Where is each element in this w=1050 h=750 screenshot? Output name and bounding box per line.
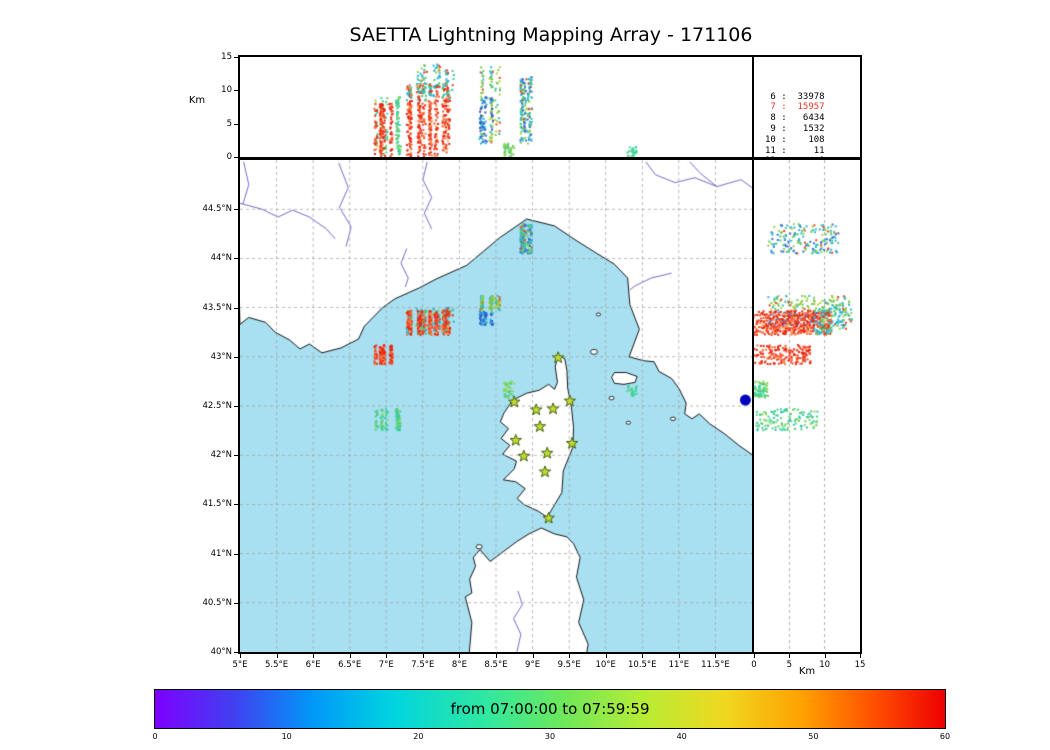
lat-tick-label: 41.5°N bbox=[202, 499, 232, 510]
lon-tick-label: 6°E bbox=[305, 660, 321, 670]
tick-mark bbox=[605, 654, 607, 658]
lat-tick-label: 42°N bbox=[210, 450, 232, 461]
colorbar-tick-label: 60 bbox=[939, 732, 951, 741]
lat-tick-label: 43°N bbox=[210, 351, 232, 362]
lat-tick-label: 43.5°N bbox=[202, 302, 232, 313]
lat-tick-label: 40.5°N bbox=[202, 597, 232, 608]
figure-title: SAETTA Lightning Mapping Array - 171106 bbox=[349, 24, 753, 46]
altitude-tick-label: 0 bbox=[751, 660, 757, 670]
tick-mark bbox=[386, 654, 388, 658]
tick-mark bbox=[860, 654, 861, 658]
stats-row-6-stations: 6 : 33978 bbox=[765, 91, 825, 102]
map-panel bbox=[238, 158, 754, 654]
altitude-tick-label: 15 bbox=[221, 52, 232, 62]
lon-tick-label: 9.5°E bbox=[557, 660, 581, 670]
stats-row-9-stations: 9 : 1532 bbox=[765, 123, 825, 134]
station-count-stats-rows: 6 : 33978 7 : 15957 8 : 6434 9 : 1532 10 … bbox=[754, 79, 860, 168]
tick-mark bbox=[422, 654, 424, 658]
tick-mark bbox=[276, 654, 278, 658]
tick-mark bbox=[313, 654, 315, 658]
lat-tick-label: 44.5°N bbox=[202, 204, 232, 215]
colorbar-tick-label: 20 bbox=[413, 732, 424, 741]
lon-tick-label: 7.5°E bbox=[411, 660, 435, 670]
lon-tick-label: 11.5°E bbox=[701, 660, 730, 670]
top-panel-km-axis-label: Km bbox=[188, 95, 206, 106]
tick-mark bbox=[678, 654, 680, 658]
colorbar-tick-label: 0 bbox=[152, 732, 158, 741]
altitude-tick-label: 0 bbox=[226, 152, 232, 162]
latitude-vs-altitude-canvas bbox=[754, 160, 860, 652]
tick-mark bbox=[715, 654, 717, 658]
colorbar-time-range-label: from 07:00:00 to 07:59:59 bbox=[450, 700, 650, 718]
tick-mark bbox=[824, 654, 826, 658]
altitude-tick-label: 5 bbox=[226, 118, 232, 129]
lon-tick-label: 6.5°E bbox=[338, 660, 362, 670]
time-colorbar: from 07:00:00 to 07:59:59 bbox=[154, 689, 946, 729]
stats-row-10-stations: 10 : 108 bbox=[765, 134, 825, 145]
tick-mark bbox=[532, 654, 534, 658]
latitude-vs-altitude-panel bbox=[752, 158, 862, 654]
colorbar-tick-label: 30 bbox=[544, 732, 556, 741]
lon-tick-label: 5°E bbox=[232, 660, 248, 670]
lat-tick-label: 42.5°N bbox=[202, 401, 232, 411]
tick-mark bbox=[496, 654, 497, 658]
station-count-stats-box: 6 : 33978 7 : 15957 8 : 6434 9 : 1532 10 … bbox=[752, 55, 862, 166]
lat-tick-label: 44°N bbox=[210, 253, 232, 264]
altitude-tick-label: 15 bbox=[854, 660, 866, 670]
stats-row-11-stations: 11 : 11 bbox=[765, 145, 825, 156]
colorbar-tick-label: 10 bbox=[281, 732, 292, 741]
right-panel-km-axis-label: Km bbox=[798, 666, 816, 677]
tick-mark bbox=[642, 654, 644, 658]
tick-mark bbox=[459, 654, 461, 658]
altitude-vs-longitude-panel bbox=[238, 55, 754, 159]
lon-tick-label: 7°E bbox=[378, 660, 394, 670]
lon-tick-label: 11°E bbox=[668, 660, 690, 670]
lon-tick-label: 10°E bbox=[595, 660, 616, 670]
tick-mark bbox=[569, 654, 571, 658]
altitude-vs-longitude-canvas bbox=[240, 57, 752, 157]
lon-tick-label: 5.5°E bbox=[264, 660, 289, 670]
colorbar-tick-label: 50 bbox=[808, 732, 819, 741]
lon-tick-label: 10.5°E bbox=[628, 660, 657, 670]
map-canvas bbox=[240, 160, 752, 652]
tick-mark bbox=[349, 654, 351, 658]
lat-tick-label: 41°N bbox=[210, 548, 232, 559]
lon-tick-label: 8°E bbox=[451, 660, 467, 670]
tick-mark bbox=[754, 654, 755, 658]
stats-row-8-stations: 8 : 6434 bbox=[765, 113, 825, 124]
lon-tick-label: 9°E bbox=[525, 660, 541, 670]
tick-mark bbox=[789, 654, 791, 658]
lat-tick-label: 40°N bbox=[210, 647, 232, 657]
stats-row-7-stations: 7 : 15957 bbox=[765, 102, 825, 113]
colorbar-tick-label: 40 bbox=[676, 732, 687, 741]
lon-tick-label: 8.5°E bbox=[484, 660, 508, 670]
tick-mark bbox=[240, 654, 241, 658]
altitude-tick-label: 10 bbox=[221, 85, 232, 96]
